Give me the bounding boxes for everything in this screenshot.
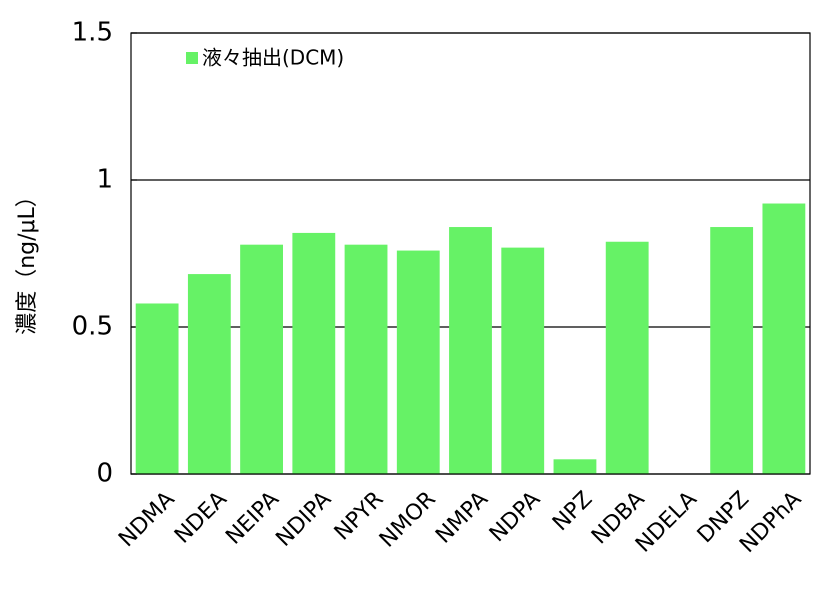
bar — [292, 232, 336, 474]
bar — [135, 303, 179, 474]
x-tick-label: NDIPA — [271, 487, 336, 552]
y-tick-label: 0 — [96, 459, 113, 489]
bar — [710, 227, 754, 474]
bar — [344, 244, 388, 474]
y-tick-label: 0.5 — [72, 312, 113, 342]
x-tick-label: NMPA — [431, 487, 493, 549]
bar — [240, 244, 283, 474]
bar — [605, 241, 649, 474]
bar — [187, 274, 231, 474]
x-tick-label: NDMA — [114, 487, 179, 552]
legend-swatch — [186, 52, 198, 64]
bar — [501, 247, 545, 474]
plot-frame — [130, 32, 811, 475]
legend-label: 液々抽出(DCM) — [202, 46, 344, 70]
y-tick-label: 1 — [96, 165, 113, 195]
bar — [762, 203, 806, 474]
x-tick-label: NDPA — [485, 487, 545, 547]
x-tick-label: NEIPA — [221, 487, 284, 550]
x-tick-label: NMOR — [375, 487, 441, 553]
bar — [396, 250, 440, 474]
bar — [553, 459, 597, 474]
x-tick-label: NDEA — [170, 487, 232, 549]
y-tick-label: 1.5 — [72, 18, 113, 48]
bar — [449, 227, 492, 474]
y-axis-label: 濃度（ng/μL） — [15, 185, 40, 335]
